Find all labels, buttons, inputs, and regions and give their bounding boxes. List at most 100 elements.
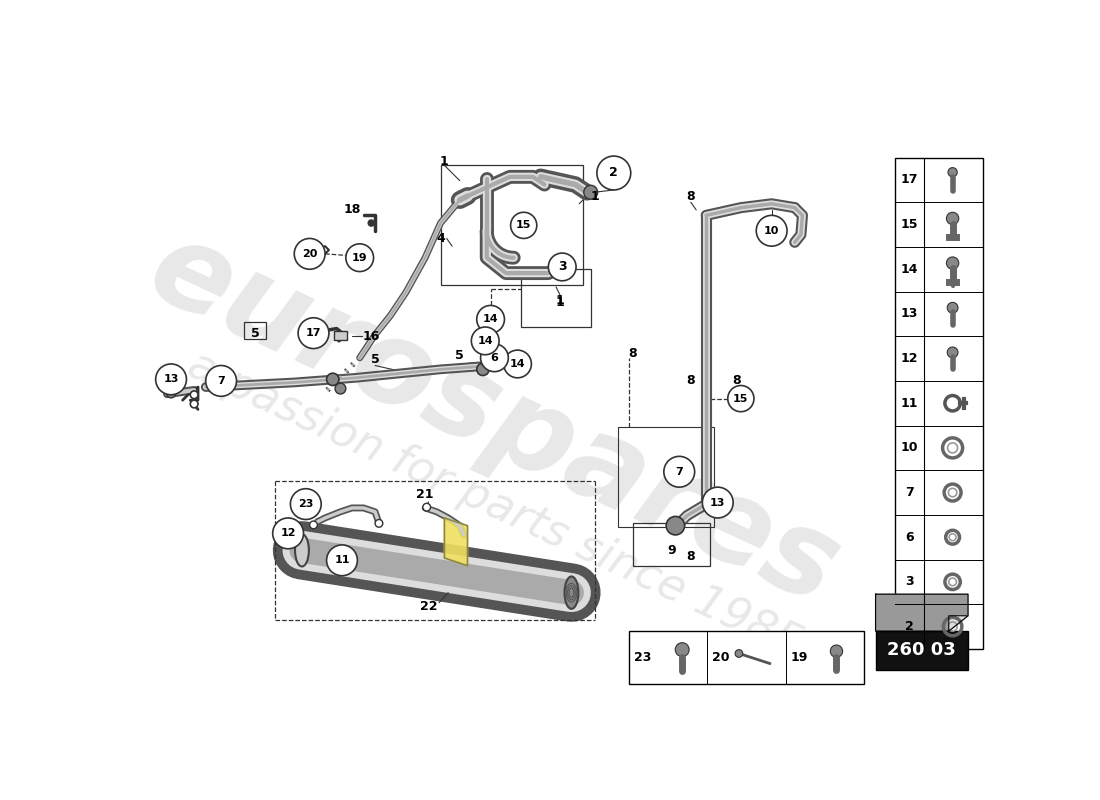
Text: 7: 7 [217,376,226,386]
Text: 3: 3 [558,261,566,274]
Text: 2: 2 [609,166,618,179]
Circle shape [735,650,743,658]
Text: 3: 3 [905,575,914,588]
Text: 8: 8 [629,347,637,361]
Polygon shape [948,616,968,631]
Circle shape [504,350,531,378]
Polygon shape [876,594,968,631]
Circle shape [273,518,304,549]
Circle shape [703,487,733,518]
Text: 1: 1 [591,190,598,202]
Text: 8: 8 [686,374,695,387]
Text: 4: 4 [437,232,444,245]
Text: 9: 9 [668,544,675,557]
Text: 8: 8 [733,374,741,387]
Text: 15: 15 [901,218,918,231]
Bar [440,166,583,285]
Circle shape [597,156,630,190]
Text: 7: 7 [675,466,683,477]
Text: 11: 11 [901,397,918,410]
Circle shape [298,318,329,349]
Text: 13: 13 [164,374,178,384]
Text: 8: 8 [686,190,695,202]
Text: eurospares: eurospares [132,210,857,630]
Circle shape [584,186,597,199]
Text: 23: 23 [634,651,651,664]
Text: 14: 14 [483,314,498,324]
Circle shape [290,489,321,519]
Circle shape [206,366,236,396]
Bar [634,523,711,566]
Text: 7: 7 [905,486,914,499]
Text: 14: 14 [901,262,918,276]
Text: 13: 13 [901,307,918,321]
Text: 6: 6 [491,353,498,363]
Text: 16: 16 [363,330,379,342]
Circle shape [947,347,958,358]
Polygon shape [444,518,468,566]
Text: 10: 10 [764,226,779,236]
Text: 13: 13 [711,498,725,507]
Text: 22: 22 [420,600,438,613]
Circle shape [946,212,959,225]
Circle shape [476,363,490,375]
Text: 1: 1 [556,294,564,306]
Text: 12: 12 [280,528,296,538]
Circle shape [345,244,374,271]
Text: 23: 23 [298,499,314,509]
Text: 19: 19 [791,651,807,664]
Text: 12: 12 [901,352,918,365]
Ellipse shape [564,577,579,609]
Text: 1: 1 [440,155,449,168]
Circle shape [728,386,754,412]
Circle shape [757,215,788,246]
Text: 15: 15 [516,220,531,230]
Circle shape [295,238,326,270]
Text: a passion for parts since 1985: a passion for parts since 1985 [180,342,808,666]
Text: 19: 19 [352,253,367,262]
Circle shape [327,545,358,576]
Text: 6: 6 [905,530,914,544]
Text: 5: 5 [455,349,464,362]
Text: 5: 5 [252,326,260,340]
Circle shape [327,373,339,386]
Circle shape [166,389,176,398]
Text: 18: 18 [343,203,361,217]
Text: 17: 17 [901,174,918,186]
Circle shape [156,364,187,394]
Text: 15: 15 [734,394,748,404]
Circle shape [375,519,383,527]
Text: 21: 21 [417,488,433,502]
Circle shape [481,344,508,372]
Ellipse shape [295,534,309,566]
Bar [629,631,865,683]
Circle shape [667,517,684,535]
Circle shape [472,327,499,354]
Circle shape [190,400,198,408]
Circle shape [476,306,505,333]
Text: 20: 20 [302,249,317,259]
Text: 1: 1 [556,296,564,309]
Text: 2: 2 [905,620,914,633]
Text: 14: 14 [509,359,526,369]
Bar [618,427,714,527]
Circle shape [190,391,198,398]
Text: 5: 5 [371,353,380,366]
Text: 14: 14 [477,336,493,346]
Text: 8: 8 [686,550,695,563]
Circle shape [946,257,959,270]
Circle shape [664,456,695,487]
Circle shape [336,383,345,394]
Bar [521,270,591,327]
Circle shape [368,220,374,226]
Bar [244,322,266,338]
Text: 20: 20 [712,651,729,664]
Bar [895,158,983,649]
Circle shape [548,253,576,281]
Bar [334,331,346,340]
Circle shape [310,521,318,529]
Circle shape [510,212,537,238]
Text: 10: 10 [901,442,918,454]
Circle shape [948,168,957,177]
Text: 17: 17 [306,328,321,338]
